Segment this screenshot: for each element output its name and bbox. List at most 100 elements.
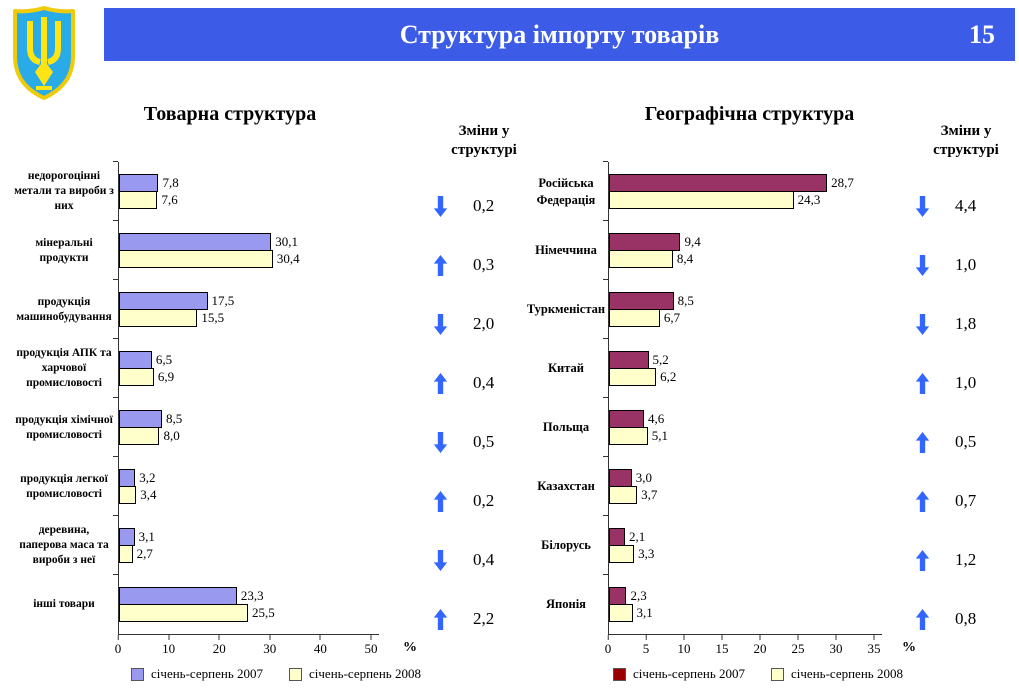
bar-2007 [119,528,135,546]
axis-tick-mark [168,635,170,640]
change-row: 0,2 [424,472,544,531]
changes-header: Зміни у структурі [451,123,517,158]
chart-legend: січень-серпень 2007 січень-серпень 2008 [118,666,434,682]
category-bars: 5,2 6,2 [603,338,928,398]
bar-line-2008: 6,2 [609,368,928,386]
axis-tick-mark [218,635,220,640]
change-value: 0,5 [473,432,495,451]
bar-line-2007: 23,3 [119,587,434,605]
change-value: 2,2 [473,609,495,628]
bar-value-label: 3,0 [635,470,653,485]
chart-category-row: недорогоцінні метали та вироби з них 7,8… [14,161,434,221]
axis-unit-label: % [902,640,916,655]
bar-line-2007: 4,6 [609,410,928,428]
bar-line-2008: 3,1 [609,604,928,622]
bar-value-label: 6,2 [660,369,677,384]
chart-category-row: Німеччина 9,4 8,4 [528,220,928,280]
change-row: 1,0 [906,236,1019,295]
bar-value-label: 2,3 [630,588,647,603]
axis-tick-mark [269,635,271,640]
category-bars: 7,8 7,6 [113,161,434,221]
bar-value-label: 23,3 [240,588,264,603]
change-direction-arrow-icon [915,313,930,335]
category-label: мінеральні продукти [35,236,93,264]
bar-2008 [119,427,160,445]
bar-value-label: 6,5 [155,352,173,367]
bar-2008 [119,191,158,209]
category-bars: 3,2 3,4 [113,456,434,516]
change-direction-arrow-icon [433,254,448,276]
axis-tick: 20 [213,635,226,657]
category-label: Польща [542,420,590,435]
change-value: 0,2 [473,491,495,510]
bar-2008 [609,427,648,445]
bar-2007 [119,233,272,251]
axis-tick-label: 30 [829,641,843,656]
bar-value-label: 7,8 [162,175,179,190]
changes-column-commodity: Зміни у структурі 0,2 0,3 2,0 0,4 0,5 [424,122,544,649]
axis-tick-label: 0 [114,641,122,656]
axis-tick-label: 15 [715,641,729,656]
bar-2008 [119,250,273,268]
change-direction-arrow-icon [433,372,448,394]
bar-value-label: 8,5 [166,411,183,426]
category-label: продукція АПК та харчової промисловості [16,347,112,389]
change-direction-arrow-icon [915,608,930,630]
changes-column-geographic: Зміни у структурі 4,4 1,0 1,8 1,0 0,5 [906,122,1019,649]
axis-tick: 5 [643,635,649,657]
bar-line-2007: 7,8 [119,174,434,192]
chart-category-row: Китай 5,2 6,2 [528,338,928,398]
axis-tick-mark [607,635,609,640]
bar-value-label: 15,5 [201,310,225,325]
category-bars: 9,4 8,4 [603,220,928,280]
axis-tick: 50 [365,635,378,657]
category-label: продукція хімічної промисловості [15,413,113,441]
change-direction-arrow-icon [915,372,930,394]
bar-2007 [119,469,136,487]
category-bars: 2,3 3,1 [603,574,928,634]
bar-2008 [609,545,635,563]
axis-tick-mark [721,635,723,640]
x-axis: % 0 5 10 15 20 25 30 35 [605,634,916,658]
bar-2008 [119,368,154,386]
change-row: 2,2 [424,590,544,649]
bar-line-2008: 3,3 [609,545,928,563]
chart-category-row: Російська Федерація 28,7 24,3 [528,161,928,221]
category-bars: 8,5 6,7 [603,279,928,339]
change-row: 1,0 [906,354,1019,413]
chart-category-row: продукція легкої промисловості 3,2 3,4 [14,456,434,516]
change-direction-arrow-icon [433,490,448,512]
bar-line-2008: 25,5 [119,604,434,622]
axis-tick-mark [759,635,761,640]
axis-tick-label: 20 [212,641,226,656]
change-value: 0,5 [955,432,977,451]
category-label: деревина, паперова маса та вироби з неї [19,524,109,566]
bar-line-2008: 5,1 [609,427,928,445]
bar-2008 [119,545,133,563]
bar-value-label: 6,7 [663,310,681,325]
changes-header: Зміни у структурі [933,123,999,158]
bar-value-label: 2,7 [136,546,153,561]
bar-line-2008: 3,4 [119,486,434,504]
category-label: продукція машинобудування [16,295,112,323]
change-row: 0,4 [424,531,544,590]
bar-2008 [609,191,794,209]
category-label: недорогоцінні метали та вироби з них [14,170,114,212]
bar-value-label: 17,5 [211,293,235,308]
axis-tick: 35 [868,635,881,657]
legend-item: січень-серпень 2007 [613,666,745,682]
slide-page-number: 15 [969,19,995,49]
chart-category-row: Японія 2,3 3,1 [528,574,928,634]
change-value: 4,4 [955,196,977,215]
category-bars: 3,0 3,7 [603,456,928,516]
change-value: 0,4 [473,373,495,392]
bar-line-2007: 3,0 [609,469,928,487]
bar-value-label: 25,5 [252,605,275,620]
legend-swatch [131,667,145,681]
axis-tick: 20 [754,635,767,657]
change-value: 0,8 [955,609,977,628]
chart-category-row: Польща 4,6 5,1 [528,397,928,457]
change-value: 0,7 [955,491,977,510]
slide-header-bar: Структура імпорту товарів 15 [104,8,1015,61]
axis-tick-mark [117,635,119,640]
